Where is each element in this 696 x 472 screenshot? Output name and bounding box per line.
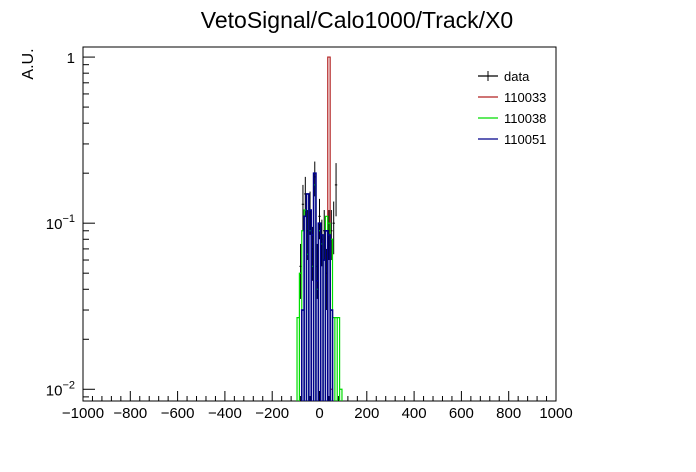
legend: data 110033 110038 110051 — [478, 69, 546, 147]
x-tick-label: −600 — [161, 405, 195, 422]
legend-label: 110033 — [504, 90, 546, 105]
x-tick-label: −200 — [255, 405, 289, 422]
x-tick-label: 400 — [402, 405, 427, 422]
legend-item: 110038 — [478, 111, 546, 126]
series-110051 — [300, 172, 334, 401]
y-tick-label: 10−1 — [46, 213, 75, 233]
data-point — [301, 184, 305, 231]
x-tick-label: −800 — [113, 405, 147, 422]
legend-label: data — [504, 69, 530, 84]
series-line — [300, 172, 334, 401]
x-tick-label: 0 — [315, 405, 323, 422]
chart-title: VetoSignal/Calo1000/Track/X0 — [201, 7, 513, 33]
x-tick-label: 1000 — [539, 405, 572, 422]
data-point — [332, 201, 335, 255]
legend-label: 110051 — [504, 132, 546, 147]
x-tick-label: 600 — [449, 405, 474, 422]
data-point — [318, 198, 321, 240]
y-axis-label: A.U. — [20, 48, 37, 79]
series-line — [296, 184, 343, 401]
y-tick-label: 10−2 — [46, 379, 75, 399]
legend-item: 110033 — [478, 90, 546, 105]
series-layer — [296, 56, 343, 401]
legend-label: 110038 — [504, 111, 546, 126]
y-tick-label: 1 — [67, 50, 75, 67]
legend-item: data — [478, 69, 530, 84]
x-tick-label: 200 — [354, 405, 379, 422]
legend-item: 110051 — [478, 132, 546, 147]
series-110038 — [296, 184, 343, 401]
x-tick-label: 800 — [496, 405, 521, 422]
x-tick-label: −1000 — [62, 405, 104, 422]
x-tick-label: −400 — [208, 405, 242, 422]
axes: −1000 −800 −600 −400 −200 0 200 400 600 800 1000 10… — [46, 46, 573, 422]
data-point — [334, 163, 338, 217]
